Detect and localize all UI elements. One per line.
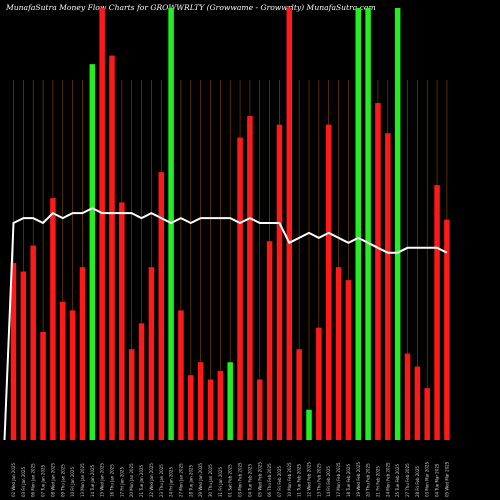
x-tick-label: 10 Mon Feb 2025: [287, 462, 292, 497]
x-tick-label: 05 Wed Mar 2025: [444, 461, 449, 497]
bar: [444, 219, 450, 440]
bar: [404, 353, 411, 440]
x-tick-label: 17 Mon Feb 2025: [336, 462, 341, 497]
x-tick-label: 13 Mon Jan 2025: [80, 463, 85, 497]
x-tick-label: 23 Thu Jan 2025: [159, 464, 164, 497]
bar: [355, 8, 361, 440]
bar: [316, 327, 322, 440]
x-tick-label: 14 Fri Feb 2025: [326, 466, 331, 497]
bar: [325, 124, 332, 440]
bar: [20, 271, 27, 440]
x-tick-label: 08 Wed Jan 2025: [50, 463, 55, 497]
x-tick-label: 06 Mon Jan 2025: [31, 463, 36, 497]
bar: [148, 267, 155, 440]
x-tick-label: 06 Thu Feb 2025: [267, 463, 272, 497]
bar: [424, 388, 430, 440]
bar: [109, 55, 115, 441]
x-tick-label: 13 Thu Feb 2025: [316, 463, 321, 497]
money-flow-line: [3, 207, 448, 441]
x-tick-label: 04 Tue Mar 2025: [435, 463, 440, 497]
bars: [10, 8, 450, 441]
x-tick-label: 04 Tue Feb 2025: [247, 464, 252, 497]
bar: [414, 366, 421, 440]
bar: [69, 310, 76, 440]
x-tick-label: 25 Tue Feb 2025: [395, 464, 400, 497]
x-tick-label: 05 Wed Feb 2025: [257, 462, 262, 497]
x-tick-label: 24 Mon Feb 2025: [385, 462, 390, 497]
bar: [128, 349, 135, 440]
bar: [207, 379, 214, 440]
x-tick-label: 07 Fri Feb 2025: [277, 466, 282, 497]
bar: [306, 409, 312, 440]
bar: [227, 362, 233, 440]
bar: [276, 124, 283, 440]
x-tick-label: 21 Fri Feb 2025: [375, 466, 380, 497]
bar: [365, 8, 371, 440]
x-tick-label: 31 Fri Jan 2025: [218, 467, 223, 497]
x-tick-label: 27 Thu Feb 2025: [405, 463, 410, 497]
x-tick-label: 22 Wed Jan 2025: [149, 463, 154, 497]
bar: [50, 198, 56, 440]
x-tick-label: 30 Thu Jan 2025: [208, 464, 213, 497]
x-tick-label: 20 Thu Feb 2025: [366, 463, 371, 497]
bar: [138, 323, 145, 440]
x-tick-label: 15 Wed Jan 2025: [100, 463, 105, 497]
x-tick-label: 03 Fri Jan 2025: [21, 467, 26, 497]
x-tick-label: 09 Thu Jan 2025: [60, 464, 65, 497]
chart-title: MunafaSutra Money Flow Charts for GROWWR…: [6, 3, 376, 12]
x-tick-label: 20 Mon Jan 2025: [129, 463, 134, 497]
x-tick-label: 21 Tue Jan 2025: [139, 464, 144, 497]
x-tick-label: 07 Tue Jan 2025: [41, 464, 46, 497]
x-tick-label: 16 Thu Jan 2025: [110, 464, 115, 497]
x-tick-label: 10 Fri Jan 2025: [70, 467, 75, 497]
x-tick-labels: 02 Wed Jan 2025 03 Fri Jan 2025 06 Mon Jan…: [11, 461, 449, 497]
bar: [99, 8, 105, 440]
bar: [266, 241, 273, 440]
x-tick-label: 03 Mon Feb 2025: [238, 462, 243, 497]
bar: [247, 116, 253, 440]
x-tick-label: 12 Wed Feb 2025: [307, 462, 312, 497]
bar: [79, 267, 86, 440]
x-tick-label: 24 Fri Jan 2025: [169, 467, 174, 497]
bar: [296, 349, 302, 440]
bar: [385, 133, 391, 440]
bar: [375, 103, 381, 440]
bar: [30, 245, 36, 440]
x-tick-label: 02 Wed Jan 2025: [11, 463, 16, 497]
bar: [178, 310, 184, 440]
x-tick-label: 28 Fri Feb 2025: [415, 466, 420, 497]
bar: [217, 370, 224, 440]
bar: [40, 332, 46, 440]
x-tick-label: 03 Mon Mar 2025: [425, 461, 430, 497]
bar: [257, 379, 263, 440]
bar: [335, 267, 342, 440]
bar: [60, 301, 66, 440]
bar: [188, 375, 194, 440]
x-tick-label: 28 Tue Jan 2025: [188, 464, 193, 497]
x-tick-label: 27 Mon Jan 2025: [178, 463, 183, 497]
bar: [119, 202, 125, 440]
bar: [10, 262, 17, 440]
bar: [197, 362, 204, 440]
x-tick-label: 01 Sat Feb 2025: [228, 464, 233, 497]
x-tick-label: 11 Tue Feb 2025: [297, 464, 302, 497]
x-tick-label: 17 Fri Jan 2025: [119, 467, 124, 497]
bar: [237, 137, 243, 440]
bar: [434, 185, 440, 440]
bar: [394, 8, 401, 440]
bar: [286, 8, 293, 440]
bar: [89, 64, 96, 440]
x-tick-label: 19 Wed Feb 2025: [356, 462, 361, 497]
x-tick-label: 18 Tue Feb 2025: [346, 464, 351, 497]
bar: [158, 172, 164, 440]
bar: [345, 280, 352, 440]
x-tick-label: 29 Wed Jan 2025: [198, 463, 203, 497]
x-tick-label: 14 Tue Jan 2025: [90, 464, 95, 497]
